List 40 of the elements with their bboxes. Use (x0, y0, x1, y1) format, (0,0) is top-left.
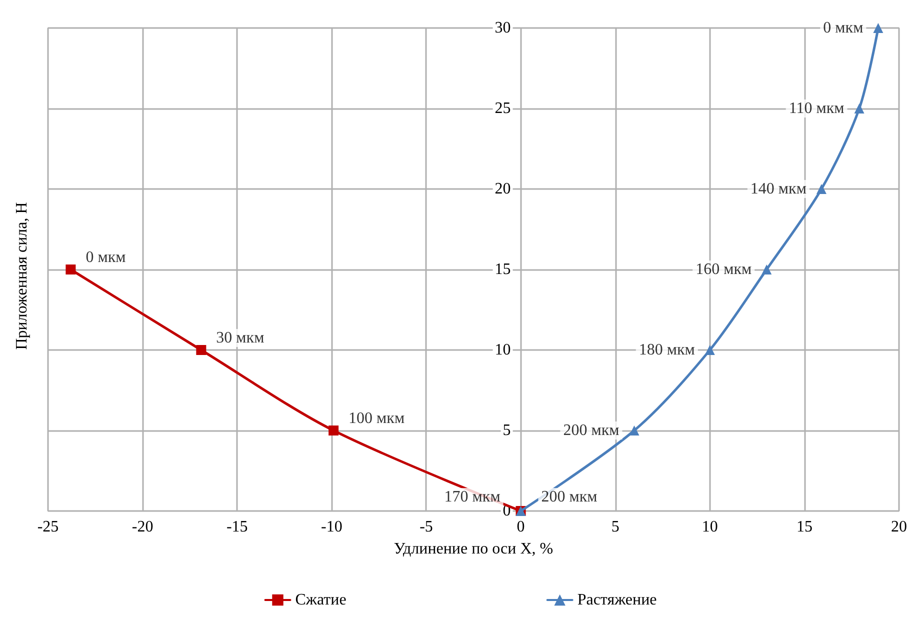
annotation: 0 мкм (823, 20, 864, 36)
y-tick-label: 20 (494, 180, 511, 198)
x-tick-label: 15 (796, 518, 812, 536)
annotation: 160 мкм (696, 261, 752, 278)
point (704, 345, 715, 355)
x-tick-label: 20 (891, 518, 907, 536)
x-tick-label: 0 (516, 518, 525, 536)
x-tick-label: -15 (226, 518, 248, 536)
legend-label: Растяжение (577, 592, 657, 608)
annotation: 0 мкм (86, 249, 126, 266)
annotation: 140 мкм (750, 180, 806, 198)
point (816, 184, 826, 194)
x-tick-label: -25 (37, 518, 59, 536)
point (328, 426, 339, 436)
point (854, 104, 864, 114)
x-axis-title: Удлинение по оси X, % (394, 540, 554, 558)
annotation: 200 мкм (563, 422, 620, 439)
y-tick-label: 15 (494, 261, 511, 278)
point (196, 345, 206, 355)
y-tick-label: 10 (494, 342, 511, 358)
annotation: 170 мкм (444, 488, 500, 506)
annotation: 180 мкм (638, 342, 695, 358)
x-tick-label: 5 (611, 518, 620, 536)
point (629, 426, 640, 436)
annotation: 200 мкм (541, 488, 598, 506)
y-tick-label: 5 (502, 422, 511, 439)
annotation: 30 мкм (216, 330, 264, 346)
point (873, 23, 884, 33)
x-tick-label: -20 (132, 518, 154, 536)
y-tick-label: 25 (494, 100, 511, 117)
x-tick-label: -5 (420, 518, 433, 536)
x-tick-label: -10 (321, 518, 342, 536)
annotation: 110 мкм (788, 100, 844, 117)
x-tick-label: 10 (702, 518, 718, 536)
y-axis-title: Приложенная сила, Н (14, 202, 30, 350)
point (66, 264, 76, 274)
y-tick-label: 30 (494, 20, 511, 36)
legend-label: Сжатие (295, 592, 346, 608)
annotation: 100 мкм (348, 410, 405, 427)
point (762, 264, 772, 274)
